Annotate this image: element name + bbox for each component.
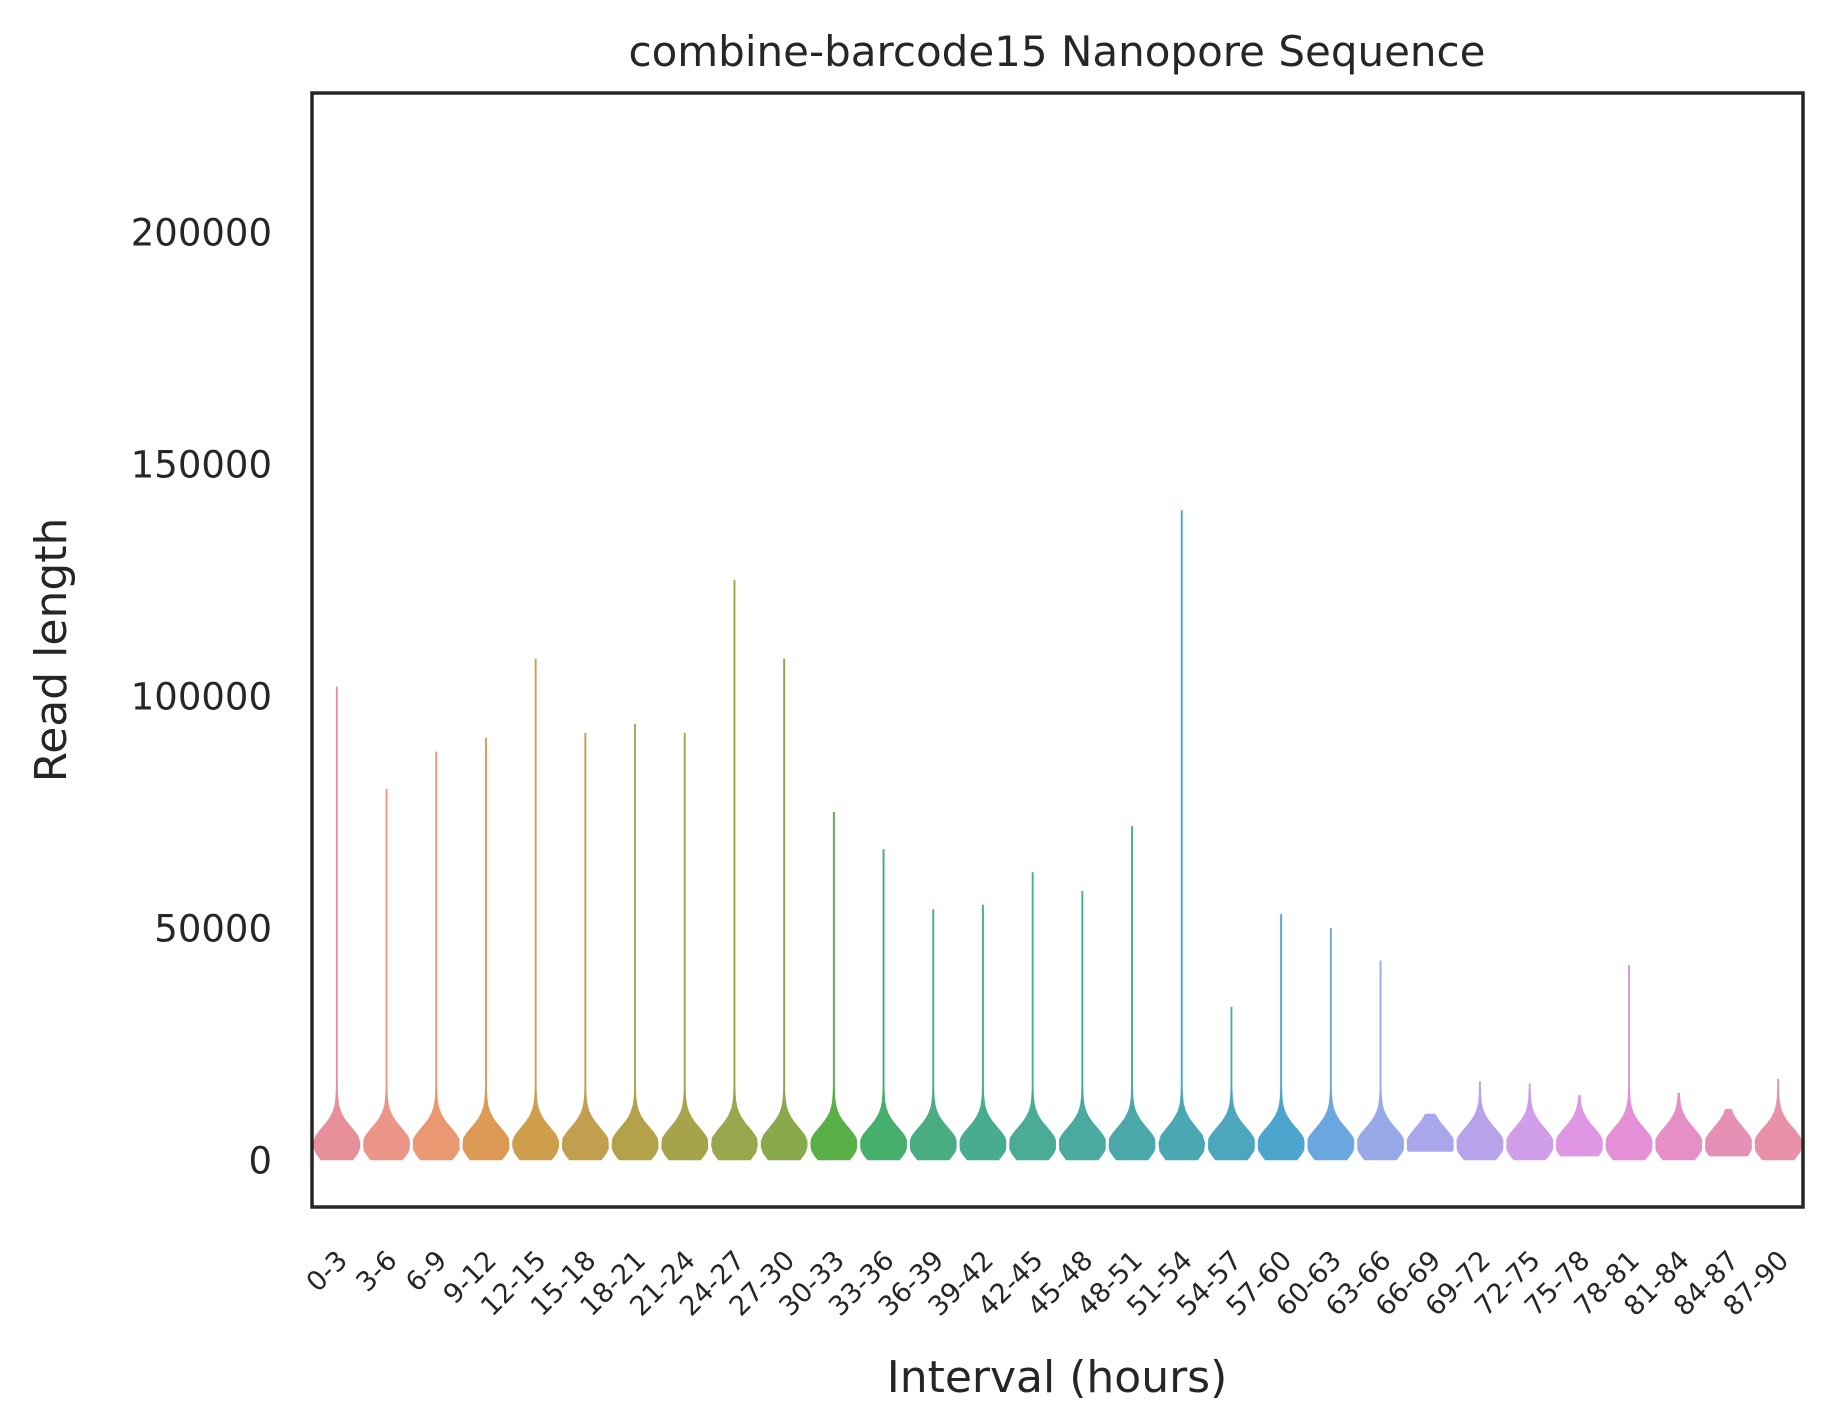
violin-36-39 xyxy=(909,909,957,1161)
violin-63-66 xyxy=(1357,960,1404,1161)
violin-21-24 xyxy=(661,733,709,1161)
y-tick-label: 100000 xyxy=(131,675,272,718)
violin-45-48 xyxy=(1059,890,1106,1161)
violin-3-6 xyxy=(363,788,410,1161)
chart-title: combine-barcode15 Nanopore Sequence xyxy=(628,27,1485,76)
violin-84-87 xyxy=(1705,1109,1752,1157)
violin-27-30 xyxy=(760,658,808,1161)
violin-78-81 xyxy=(1605,965,1653,1161)
violin-87-90 xyxy=(1754,1078,1802,1161)
x-axis: 0-33-66-99-1212-1515-1818-2121-2424-2727… xyxy=(301,1245,1795,1322)
violin-57-60 xyxy=(1257,914,1305,1161)
violin-81-84 xyxy=(1655,1092,1703,1161)
y-tick-label: 0 xyxy=(248,1140,272,1183)
violin-12-15 xyxy=(512,658,559,1161)
x-tick-label: 3-6 xyxy=(350,1245,403,1298)
violin-48-51 xyxy=(1108,825,1156,1161)
y-tick-label: 150000 xyxy=(131,443,272,486)
violin-33-36 xyxy=(860,849,907,1161)
violin-66-69 xyxy=(1406,1113,1454,1152)
y-tick-label: 50000 xyxy=(154,908,272,951)
violin-54-57 xyxy=(1208,1006,1255,1161)
violin-30-33 xyxy=(810,812,858,1161)
violin-24-27 xyxy=(711,579,758,1161)
violin-72-75 xyxy=(1506,1083,1553,1161)
y-axis-label: Read length xyxy=(26,518,77,783)
x-axis-label: Interval (hours) xyxy=(887,1352,1228,1403)
violin-9-12 xyxy=(462,737,510,1161)
violin-39-42 xyxy=(959,904,1007,1161)
plot-area xyxy=(313,510,1802,1161)
y-tick-label: 200000 xyxy=(131,211,272,254)
violin-6-9 xyxy=(412,751,460,1161)
violin-0-3 xyxy=(313,686,361,1161)
x-tick-label: 0-3 xyxy=(301,1245,354,1298)
violin-75-78 xyxy=(1556,1095,1603,1157)
violin-15-18 xyxy=(562,733,609,1161)
y-axis: 0 50000 100000 150000 200000 xyxy=(131,211,272,1182)
violin-60-63 xyxy=(1307,928,1355,1161)
violin-42-45 xyxy=(1009,872,1056,1161)
violin-69-72 xyxy=(1456,1081,1504,1161)
violin-51-54 xyxy=(1158,510,1206,1161)
plot-frame xyxy=(310,91,1805,1209)
violin-18-21 xyxy=(611,723,659,1161)
